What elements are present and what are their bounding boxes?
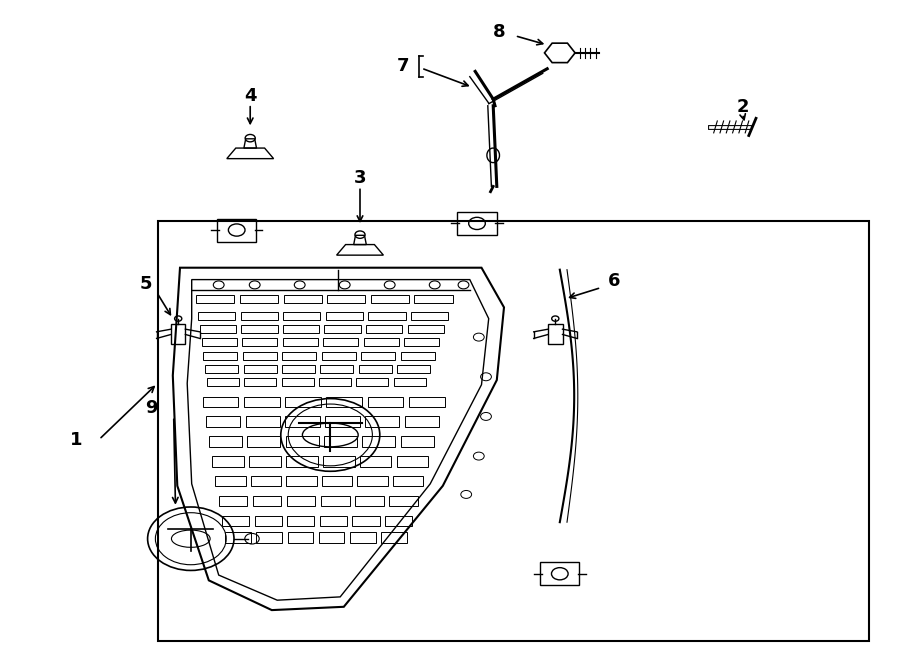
Text: 8: 8 — [493, 22, 506, 41]
Text: 6: 6 — [608, 272, 620, 290]
Text: 9: 9 — [145, 399, 158, 418]
Text: 2: 2 — [736, 98, 749, 116]
Text: 1: 1 — [70, 430, 83, 449]
Text: 4: 4 — [244, 87, 256, 105]
Text: 7: 7 — [397, 57, 410, 75]
Text: 3: 3 — [354, 169, 366, 188]
Text: 5: 5 — [140, 275, 152, 293]
